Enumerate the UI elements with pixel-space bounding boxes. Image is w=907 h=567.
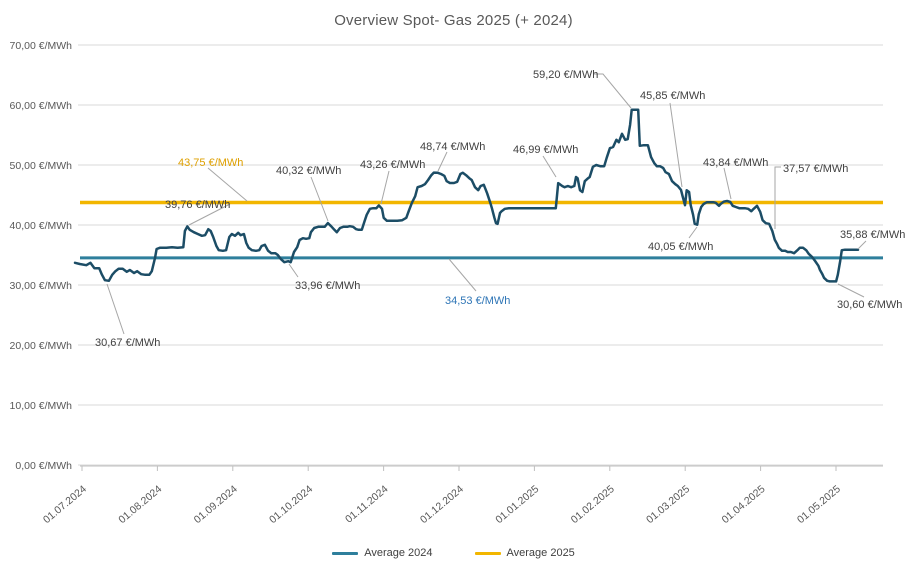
x-axis-tick-label: 01.01.2025 — [493, 483, 541, 526]
y-axis-tick-label: 70,00 €/MWh — [10, 40, 73, 52]
x-axis-tick-label: 01.09.2024 — [192, 483, 240, 526]
chart-title: Overview Spot- Gas 2025 (+ 2024) — [334, 12, 573, 29]
annotation-label: 45,85 €/MWh — [640, 90, 705, 102]
annotation-label: 43,75 €/MWh — [178, 157, 243, 169]
y-axis-tick-label: 10,00 €/MWh — [10, 400, 73, 412]
y-axis-tick-label: 40,00 €/MWh — [10, 220, 73, 232]
annotation-label: 48,74 €/MWh — [420, 141, 485, 153]
x-axis-tick-label: 01.08.2024 — [116, 483, 164, 526]
annotation-leader-line — [288, 263, 299, 278]
annotation-leader-line — [106, 283, 125, 335]
annotation-label: 46,99 €/MWh — [513, 144, 578, 156]
annotation-label: 40,32 €/MWh — [276, 165, 341, 177]
annotation-leader-line — [380, 170, 390, 205]
annotation-leader-line — [542, 155, 557, 178]
annotation-leader-line — [437, 151, 448, 172]
x-axis-tick-label: 01.05.2025 — [795, 483, 843, 526]
annotation-leader-line — [774, 166, 781, 229]
spot-price-line[interactable] — [73, 108, 860, 283]
annotation-leader-line — [448, 258, 477, 292]
annotation-label: 35,88 €/MWh — [840, 229, 905, 241]
legend-label-average-2024: Average 2024 — [364, 547, 433, 559]
annotation-label: 37,57 €/MWh — [783, 163, 848, 175]
legend-item-average-2025[interactable]: Average 2025 — [474, 547, 575, 559]
x-axis-tick-label: 01.02.2025 — [569, 483, 617, 526]
annotation-label: 30,60 €/MWh — [837, 299, 902, 311]
annotation-label: 34,53 €/MWh — [445, 295, 510, 307]
annotation-label: 39,76 €/MWh — [165, 199, 230, 211]
chart-legend: Average 2024 Average 2025 — [0, 547, 907, 559]
annotation-leader-line — [837, 283, 865, 298]
legend-label-average-2025: Average 2025 — [506, 547, 575, 559]
annotation-leader-line — [669, 102, 683, 188]
legend-swatch-average-2024-icon — [332, 551, 359, 555]
annotation-leader-line — [723, 167, 732, 200]
annotation-label: 33,96 €/MWh — [295, 280, 360, 292]
annotation-leader-line — [207, 167, 248, 202]
y-axis-tick-label: 20,00 €/MWh — [10, 340, 73, 352]
annotation-leader-line — [688, 226, 698, 239]
y-axis-tick-label: 30,00 €/MWh — [10, 280, 73, 292]
y-axis-tick-label: 50,00 €/MWh — [10, 160, 73, 172]
x-axis-tick-label: 01.03.2025 — [644, 483, 692, 526]
x-axis-tick-label: 01.07.2024 — [41, 483, 89, 526]
x-axis-tick-label: 01.10.2024 — [267, 483, 315, 526]
x-axis-tick-label: 01.11.2024 — [343, 483, 390, 526]
legend-swatch-average-2025-icon — [474, 551, 501, 555]
annotation-leader-line — [310, 176, 329, 222]
annotation-label: 59,20 €/MWh — [533, 69, 598, 81]
annotation-leader-line — [857, 240, 867, 250]
y-axis-tick-label: 0,00 €/MWh — [15, 460, 72, 472]
x-axis-tick-label: 01.04.2025 — [720, 483, 768, 526]
annotation-label: 30,67 €/MWh — [95, 337, 160, 349]
annotation-label: 43,84 €/MWh — [703, 157, 768, 169]
y-axis-tick-label: 60,00 €/MWh — [10, 100, 73, 112]
annotation-label: 40,05 €/MWh — [648, 241, 713, 253]
annotation-leader-line — [594, 73, 632, 109]
annotation-leader-line — [188, 203, 231, 226]
x-axis-tick-label: 01.12.2024 — [418, 483, 466, 526]
legend-item-average-2024[interactable]: Average 2024 — [332, 547, 433, 559]
annotation-label: 43,26 €/MWh — [360, 159, 425, 171]
